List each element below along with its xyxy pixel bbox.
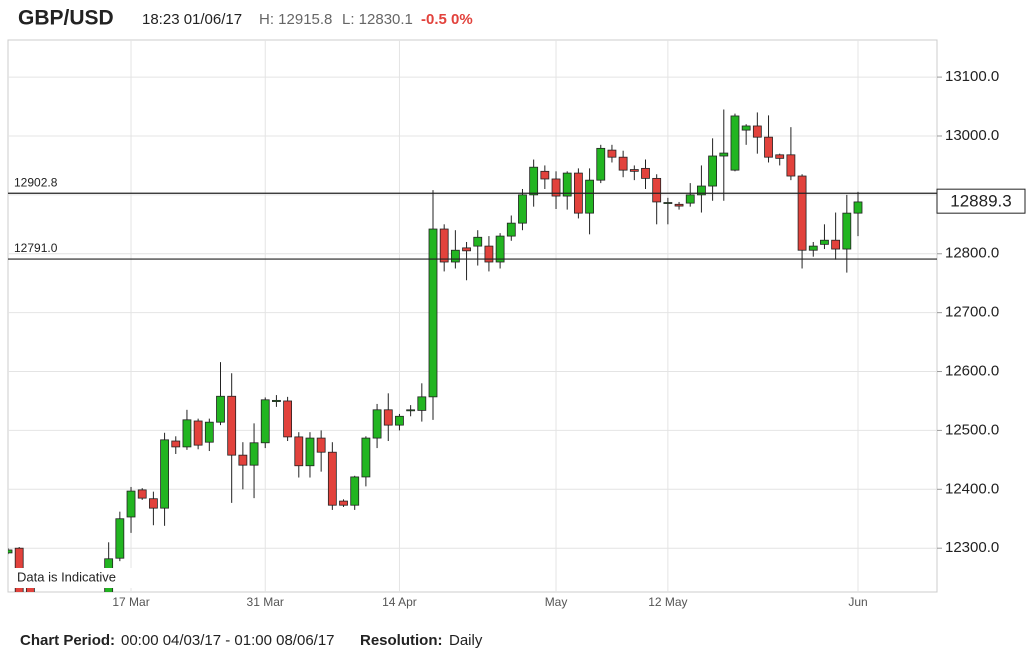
- x-tick-label: Jun: [848, 595, 867, 609]
- x-tick-label: 12 May: [648, 595, 687, 609]
- candle-body: [663, 202, 673, 204]
- candle-body: [227, 395, 237, 456]
- candle-body: [775, 154, 785, 159]
- candle-body: [540, 170, 550, 180]
- time: 18:23 01/06/17: [142, 11, 242, 28]
- candle-body: [171, 440, 181, 448]
- resolution-label: Resolution:: [360, 632, 443, 649]
- candle-body: [853, 201, 863, 214]
- candle-body: [204, 421, 214, 443]
- x-tick-label: 14 Apr: [382, 595, 417, 609]
- candle-body: [618, 156, 628, 171]
- candle-body: [137, 489, 147, 499]
- candle-body: [361, 437, 371, 478]
- candle-body: [417, 396, 427, 411]
- candle-body: [439, 228, 449, 263]
- candle-body: [126, 490, 136, 518]
- candle-body: [249, 442, 259, 466]
- high: H: 12915.8: [259, 11, 332, 28]
- candle-body: [629, 169, 639, 172]
- candle-body: [115, 518, 125, 559]
- candle-body: [160, 439, 169, 509]
- candle-body: [708, 155, 718, 187]
- candle-body: [685, 194, 695, 204]
- x-tick-label: 17 Mar: [112, 595, 149, 609]
- candle-body: [350, 476, 360, 506]
- note-bg: [14, 568, 132, 588]
- candle-body: [752, 125, 762, 138]
- candle-body: [529, 166, 539, 196]
- y-tick-label: 12300.0: [945, 539, 999, 556]
- candle-body: [820, 239, 829, 245]
- current-price-label: 12889.3: [950, 192, 1011, 211]
- candle-body: [450, 249, 460, 263]
- candle-body: [719, 152, 729, 157]
- candle-body: [730, 115, 740, 171]
- candle-body: [842, 212, 852, 250]
- candle-body: [294, 436, 304, 467]
- x-tick-label: May: [545, 595, 568, 609]
- candle-body: [182, 419, 192, 448]
- candle-body: [831, 239, 841, 250]
- candle-body: [551, 178, 561, 197]
- reference-label: 12902.8: [14, 175, 58, 189]
- candle-body: [808, 245, 818, 251]
- candle-body: [596, 147, 606, 181]
- candle-body: [518, 194, 527, 224]
- candle-body: [216, 395, 225, 423]
- candle-body: [484, 245, 494, 263]
- candle-body: [406, 409, 416, 412]
- reference-label: 12791.0: [14, 241, 58, 255]
- candle-body: [495, 235, 505, 263]
- y-tick-label: 12600.0: [945, 362, 999, 379]
- candle-body: [786, 154, 796, 177]
- plot-frame: [7, 39, 938, 593]
- candle-body: [260, 399, 270, 444]
- y-tick-label: 12800.0: [945, 245, 999, 262]
- candle-body: [641, 167, 650, 179]
- candle-body: [764, 136, 773, 158]
- candle-body: [674, 203, 684, 207]
- y-tick-label: 13000.0: [945, 127, 999, 144]
- candle-body: [652, 177, 662, 203]
- candle-body: [473, 236, 483, 247]
- candle-body: [462, 247, 471, 252]
- candle-body: [506, 222, 516, 237]
- y-tick-label: 13100.0: [945, 68, 999, 85]
- x-tick-label: 31 Mar: [247, 595, 284, 609]
- candle-body: [585, 179, 594, 214]
- period: 00:00 04/03/17 - 01:00 08/06/17: [121, 632, 335, 649]
- candle-body: [305, 437, 315, 467]
- candle-body: [339, 500, 348, 506]
- candle-body: [395, 415, 404, 426]
- resolution: Daily: [449, 632, 483, 649]
- candle-body: [148, 498, 158, 509]
- y-tick-label: 12700.0: [945, 304, 999, 321]
- low: L: 12830.1: [342, 11, 413, 28]
- candle-body: [607, 149, 617, 158]
- change: -0.5 0%: [421, 11, 473, 28]
- candle-body: [272, 399, 281, 402]
- candle-body: [797, 175, 807, 251]
- note: Data is Indicative: [17, 569, 116, 584]
- candle-body: [238, 454, 248, 466]
- candle-body: [741, 125, 751, 131]
- candle-body: [372, 409, 382, 439]
- candle-body: [316, 437, 326, 453]
- y-tick-label: 12400.0: [945, 480, 999, 497]
- candle-body: [383, 409, 393, 426]
- candle-body: [193, 420, 203, 446]
- candle-body: [697, 185, 706, 196]
- candle-body: [283, 400, 293, 438]
- candle-body: [562, 172, 572, 197]
- candle-body: [428, 228, 438, 398]
- current-price-box: [936, 188, 1026, 214]
- candle-body: [8, 549, 13, 554]
- candle-body: [327, 451, 337, 506]
- y-tick-label: 12500.0: [945, 421, 999, 438]
- symbol: GBP/USD: [18, 7, 114, 30]
- period-label: Chart Period:: [20, 632, 115, 649]
